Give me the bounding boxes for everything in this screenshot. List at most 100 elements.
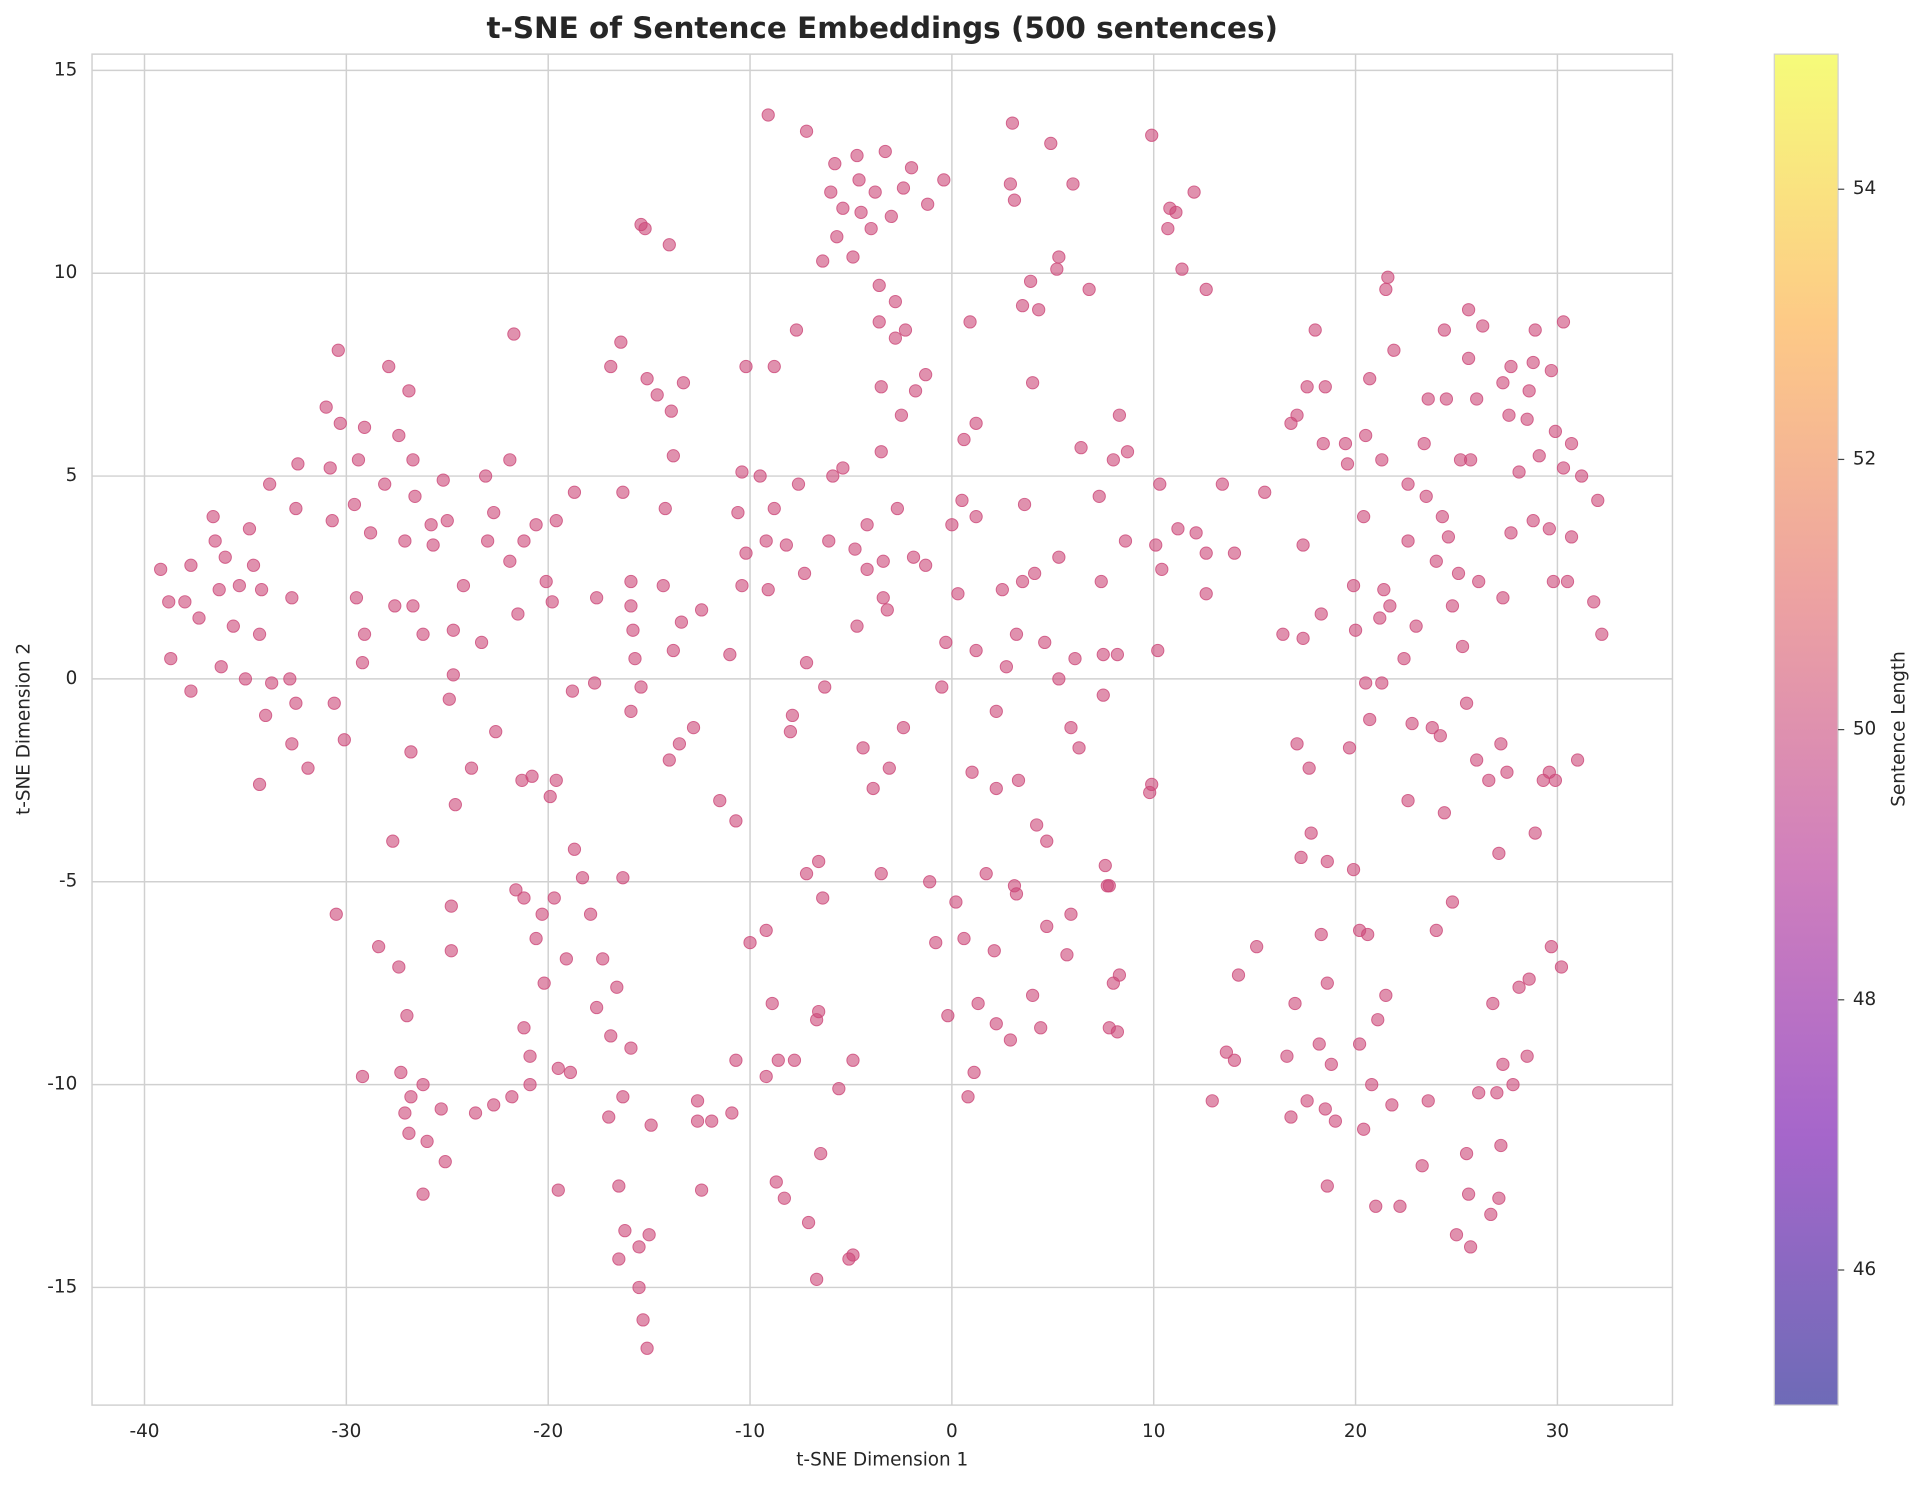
point xyxy=(549,773,563,787)
point xyxy=(1074,441,1088,455)
point xyxy=(729,1053,743,1067)
point xyxy=(1429,923,1443,938)
point xyxy=(1451,566,1466,581)
point xyxy=(1294,850,1308,865)
point xyxy=(246,558,261,572)
y-tick-label: 0 xyxy=(66,668,78,689)
point xyxy=(1017,497,1032,512)
point xyxy=(1496,1057,1510,1071)
point xyxy=(836,461,850,475)
point xyxy=(1476,319,1490,333)
point xyxy=(357,627,372,641)
point xyxy=(999,660,1014,674)
point xyxy=(1296,631,1310,645)
point xyxy=(1030,818,1044,832)
point xyxy=(878,144,892,159)
point xyxy=(989,704,1003,718)
point xyxy=(1433,729,1447,743)
point xyxy=(1199,282,1213,297)
point xyxy=(638,221,652,236)
point xyxy=(319,400,333,414)
point xyxy=(1007,193,1022,207)
point xyxy=(333,416,347,430)
point xyxy=(1429,554,1443,568)
point xyxy=(888,294,902,309)
point xyxy=(888,331,902,345)
point xyxy=(1153,477,1167,491)
point xyxy=(1161,221,1175,236)
point xyxy=(1544,363,1558,378)
point xyxy=(1528,323,1542,337)
point xyxy=(860,562,874,576)
point xyxy=(1379,282,1393,297)
point xyxy=(549,514,563,528)
point xyxy=(731,505,745,520)
point xyxy=(406,453,420,467)
point xyxy=(832,1082,846,1096)
point xyxy=(1363,712,1377,727)
point xyxy=(1544,940,1558,954)
point xyxy=(1032,303,1046,317)
point xyxy=(487,505,501,520)
point xyxy=(1052,672,1066,686)
point xyxy=(989,1017,1003,1031)
point xyxy=(816,891,830,905)
point xyxy=(1320,976,1334,990)
point xyxy=(1470,392,1484,406)
point xyxy=(446,668,460,682)
point xyxy=(939,635,953,650)
point xyxy=(656,578,670,593)
point xyxy=(743,935,757,950)
point xyxy=(214,660,228,674)
point xyxy=(961,1090,975,1104)
point xyxy=(1052,550,1066,564)
point xyxy=(426,538,440,552)
point xyxy=(1092,489,1106,503)
point xyxy=(565,684,580,698)
point xyxy=(283,672,297,686)
point xyxy=(846,1053,860,1067)
point xyxy=(1324,1057,1338,1071)
point xyxy=(596,952,610,966)
point xyxy=(388,599,402,613)
point xyxy=(1064,907,1078,921)
y-tick-label: 10 xyxy=(54,262,77,283)
point xyxy=(929,935,943,950)
point xyxy=(489,725,503,739)
point xyxy=(987,944,1001,958)
point xyxy=(1375,676,1389,690)
point xyxy=(1215,477,1229,491)
point xyxy=(812,854,826,869)
x-tick-label: 10 xyxy=(1142,1421,1165,1442)
point xyxy=(967,1065,981,1080)
point xyxy=(1094,574,1108,589)
point xyxy=(1526,514,1540,528)
point xyxy=(372,940,386,954)
y-tick-label: 15 xyxy=(54,59,77,80)
point xyxy=(355,656,370,670)
point xyxy=(753,469,767,483)
point xyxy=(1425,720,1439,735)
point xyxy=(400,1009,414,1023)
point xyxy=(1102,879,1116,893)
point xyxy=(624,599,638,613)
point xyxy=(624,574,638,589)
point xyxy=(1459,696,1474,710)
point xyxy=(824,185,838,199)
point xyxy=(547,891,561,905)
point xyxy=(797,566,812,581)
point xyxy=(1145,777,1159,792)
point xyxy=(1044,136,1058,151)
point xyxy=(529,931,543,946)
point xyxy=(487,1098,501,1112)
point xyxy=(404,745,418,759)
point xyxy=(1560,574,1575,589)
point xyxy=(1435,509,1449,524)
point xyxy=(1288,996,1302,1011)
point xyxy=(618,1224,632,1238)
point xyxy=(1528,826,1542,840)
point xyxy=(957,931,971,946)
point xyxy=(1276,627,1290,641)
point xyxy=(178,595,192,609)
point xyxy=(1496,376,1510,390)
